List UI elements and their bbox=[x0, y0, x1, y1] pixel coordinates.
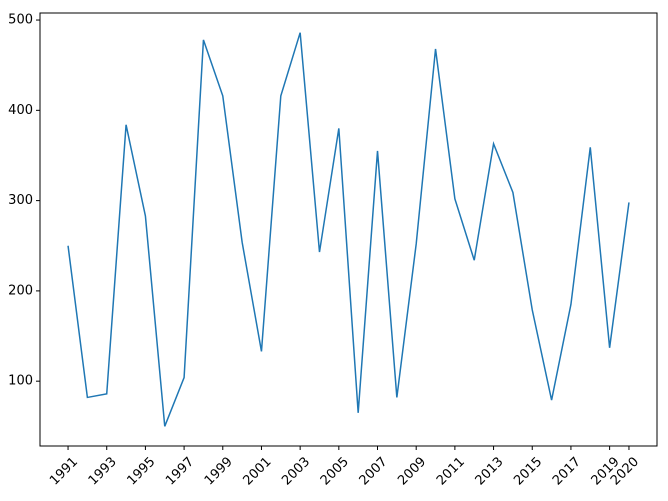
x-tick-label: 2009 bbox=[395, 454, 429, 488]
x-tick-label: 2003 bbox=[279, 454, 313, 488]
x-tick-label: 2013 bbox=[473, 454, 507, 488]
x-tick-label: 1997 bbox=[163, 454, 197, 488]
x-tick-label: 2011 bbox=[434, 454, 468, 488]
x-tick-label: 2007 bbox=[357, 454, 391, 488]
x-tick-label: 2005 bbox=[318, 454, 352, 488]
x-tick-label: 1995 bbox=[124, 454, 158, 488]
x-tick-label: 2001 bbox=[241, 454, 275, 488]
y-tick-label: 100 bbox=[8, 374, 33, 389]
x-tick-label: 1999 bbox=[202, 454, 236, 488]
plot-frame bbox=[39, 12, 658, 447]
y-tick-label: 500 bbox=[8, 13, 33, 28]
x-tick-label: 2017 bbox=[550, 454, 584, 488]
x-tick-label: 1993 bbox=[86, 454, 120, 488]
y-tick-label: 200 bbox=[8, 283, 33, 298]
y-tick-label: 300 bbox=[8, 193, 33, 208]
line-series bbox=[67, 32, 630, 427]
x-tick-label: 1991 bbox=[47, 454, 81, 488]
x-tick-label: 2015 bbox=[511, 454, 545, 488]
y-tick-label: 400 bbox=[8, 103, 33, 118]
